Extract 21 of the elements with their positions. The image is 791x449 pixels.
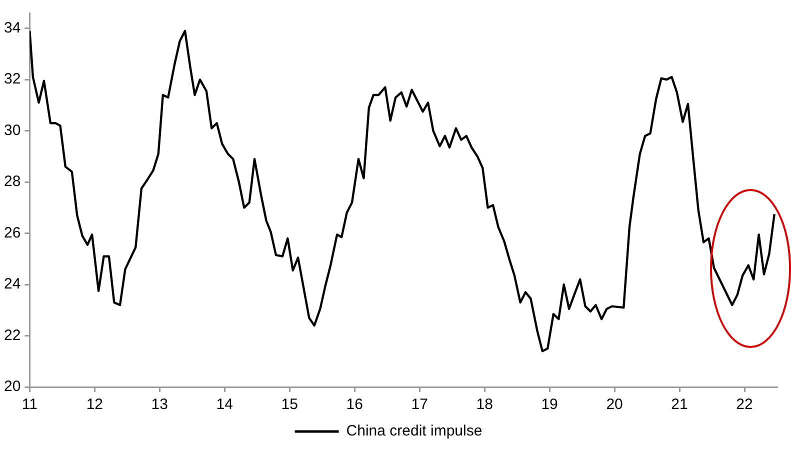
x-tick-label: 12 [86,396,104,414]
y-tick-label: 22 [4,326,21,344]
y-tick-label: 26 [4,224,21,242]
x-tick-label: 20 [606,396,623,414]
x-tick-label: 19 [541,396,558,414]
x-tick-label: 11 [22,396,38,414]
x-tick-label: 14 [216,396,233,414]
x-tick-label: 16 [346,396,363,414]
x-tick-label: 17 [411,396,428,414]
y-tick-label: 24 [4,276,21,293]
x-tick-label: 21 [671,396,688,414]
y-tick-label: 34 [4,20,21,37]
y-tick-label: 32 [4,70,21,88]
x-tick-label: 18 [476,396,493,414]
legend-label: China credit impulse [346,422,482,440]
y-tick-label: 20 [4,378,21,396]
x-tick-label: 13 [151,396,168,414]
x-tick-label: 22 [736,396,753,414]
y-tick-label: 30 [4,122,21,139]
y-tick-label: 28 [4,173,21,190]
x-tick-label: 15 [281,396,298,414]
